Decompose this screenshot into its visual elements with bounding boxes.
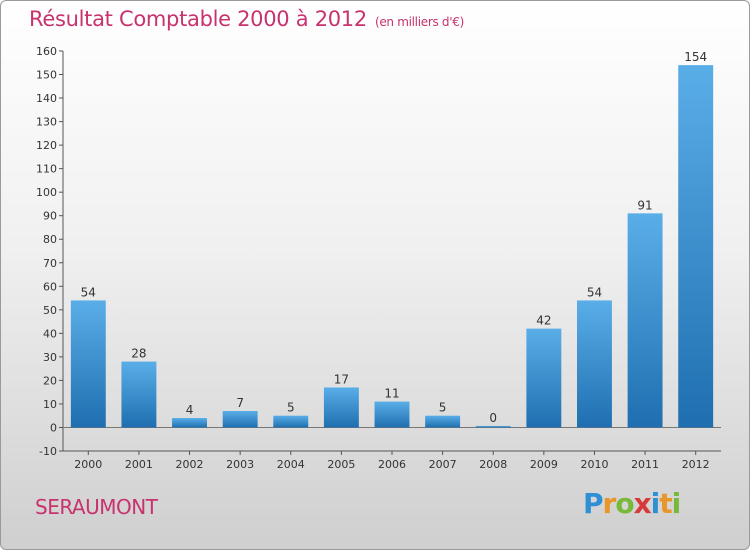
x-tick-label-2010: 2010 [580,458,608,471]
value-label-2000: 54 [81,285,96,299]
y-tick-label: 10 [43,398,57,411]
x-tick-label-2008: 2008 [479,458,507,471]
bar-2004 [273,415,309,428]
y-tick-label: 70 [43,257,57,270]
y-tick-label: 140 [36,92,57,105]
y-tick-label: 0 [50,421,57,434]
y-tick-label: 40 [43,327,57,340]
x-tick-label-2006: 2006 [378,458,406,471]
x-tick-label-2007: 2007 [429,458,457,471]
y-tick-label: 80 [43,233,57,246]
y-tick-label: 110 [36,163,57,176]
logo-letter: x [633,487,652,520]
bar-2010 [576,300,612,428]
chart-title-text: Résultat Comptable 2000 à 2012 [29,7,367,31]
y-tick-label: 160 [36,45,57,58]
value-label-2002: 4 [186,403,194,417]
y-tick-label: 130 [36,116,57,129]
y-tick-label: 150 [36,69,57,82]
bar-2002 [172,418,208,428]
logo-letter: P [583,487,604,520]
town-name: SERAUMONT [35,495,158,519]
x-tick-label-2001: 2001 [125,458,153,471]
value-label-2001: 28 [131,347,146,361]
bars [70,65,714,428]
bar-2007 [425,415,461,428]
axes: -100102030405060708090100110120130140150… [36,45,721,471]
value-label-2009: 42 [536,314,551,328]
value-label-2008: 0 [489,411,497,425]
y-tick-label: 100 [36,186,57,199]
bar-2008 [475,425,511,428]
proxiti-logo: Proxiti [583,487,682,520]
bar-2006 [374,401,410,428]
y-tick-label: -10 [39,445,57,458]
bar-2003 [222,411,258,428]
value-label-2012: 154 [684,50,707,64]
value-label-2011: 91 [637,198,652,212]
bar-2009 [526,328,562,428]
logo-letter: i [671,487,682,520]
y-tick-label: 30 [43,351,57,364]
value-label-2007: 5 [439,401,447,415]
y-tick-label: 90 [43,210,57,223]
x-tick-label-2011: 2011 [631,458,659,471]
value-label-2010: 54 [587,285,602,299]
y-tick-label: 60 [43,280,57,293]
logo-letter: t [659,487,672,520]
x-tick-label-2002: 2002 [176,458,204,471]
y-tick-label: 20 [43,374,57,387]
x-tick-label-2000: 2000 [74,458,102,471]
value-label-2003: 7 [236,396,244,410]
x-tick-label-2009: 2009 [530,458,558,471]
logo-letter: r [602,487,617,520]
value-label-2006: 11 [384,387,399,401]
logo-letter: i [650,487,661,520]
x-tick-label-2004: 2004 [277,458,305,471]
value-label-2005: 17 [334,372,349,386]
bar-2011 [627,213,663,428]
y-tick-label: 50 [43,304,57,317]
y-tick-label: 120 [36,139,57,152]
bar-2012 [678,65,714,428]
x-tick-label-2005: 2005 [327,458,355,471]
x-tick-label-2003: 2003 [226,458,254,471]
bar-2001 [121,361,157,428]
labels: 54 28 4 7 5 17 11 5 0 42 54 91 154 [81,50,707,425]
logo-letter: o [615,487,634,520]
chart-title: Résultat Comptable 2000 à 2012 (en millie… [29,7,464,31]
x-tick-label-2012: 2012 [682,458,710,471]
value-label-2004: 5 [287,401,295,415]
bar-2005 [323,387,359,428]
chart-subtitle: (en milliers d'€) [374,15,464,29]
bar-2000 [70,300,106,428]
